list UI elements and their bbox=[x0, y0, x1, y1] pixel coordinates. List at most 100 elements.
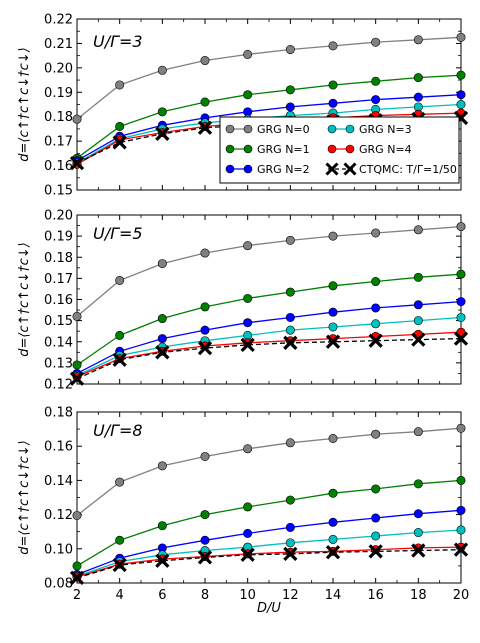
legend-marker-x bbox=[325, 162, 339, 176]
data-point bbox=[456, 423, 466, 433]
y-tick-label: 0.15 bbox=[44, 314, 73, 329]
data-point bbox=[456, 70, 466, 80]
data-point bbox=[456, 100, 466, 110]
series-ctqmc bbox=[69, 331, 469, 386]
panel-title: U/Γ=3 bbox=[93, 32, 143, 51]
data-point bbox=[157, 314, 167, 324]
y-tick-label: 0.21 bbox=[44, 37, 73, 52]
y-tick-label: 0.12 bbox=[44, 508, 73, 523]
series-line bbox=[76, 74, 462, 159]
panel-title: U/Γ=8 bbox=[93, 421, 143, 440]
legend-item: GRG N=4 bbox=[327, 143, 412, 156]
data-point-x bbox=[411, 332, 426, 347]
data-point bbox=[456, 505, 466, 515]
legend-label: GRG N=3 bbox=[359, 123, 412, 136]
y-tick-label: 0.16 bbox=[44, 293, 73, 308]
x-tick-label: 8 bbox=[201, 588, 209, 603]
data-point-x bbox=[368, 333, 383, 348]
data-point bbox=[285, 85, 295, 95]
y-tick-label: 0.18 bbox=[44, 406, 73, 421]
data-point bbox=[285, 45, 295, 55]
data-point bbox=[371, 513, 381, 523]
x-tick-label: 6 bbox=[158, 588, 166, 603]
series-grg-n3 bbox=[72, 312, 466, 381]
y-tick-label: 0.19 bbox=[44, 230, 73, 245]
series-line bbox=[76, 94, 462, 162]
data-point-x bbox=[368, 544, 383, 559]
legend-marker bbox=[225, 144, 235, 154]
data-point bbox=[285, 438, 295, 448]
y-tick-label: 0.17 bbox=[44, 135, 73, 150]
series-ctqmc bbox=[69, 542, 469, 586]
data-point bbox=[157, 461, 167, 471]
data-point-x bbox=[197, 120, 213, 135]
legend-marker bbox=[225, 124, 235, 134]
series-grg-n2 bbox=[72, 90, 466, 166]
y-tick-label: 0.20 bbox=[44, 209, 73, 224]
data-point bbox=[371, 277, 381, 287]
legend-marker bbox=[345, 144, 355, 154]
data-point bbox=[200, 325, 210, 335]
data-point bbox=[200, 248, 210, 258]
panel-3: 0.08 0.10 0.12 0.14 0.16 0.18 2 4 6 8 10 12 14 16 18 20… bbox=[17, 406, 469, 604]
y-tick-label: 0.16 bbox=[44, 440, 73, 455]
legend-item: CTQMC: T/Γ=1/50 bbox=[325, 162, 457, 176]
series-line bbox=[76, 331, 462, 378]
legend-label: GRG N=1 bbox=[257, 143, 310, 156]
data-point-x bbox=[155, 126, 170, 141]
x-tick-label: 12 bbox=[282, 588, 299, 603]
y-tick-label: 0.14 bbox=[44, 335, 73, 350]
data-point bbox=[456, 475, 466, 485]
data-point bbox=[285, 538, 295, 548]
series-line bbox=[76, 549, 462, 579]
data-point-x bbox=[112, 135, 127, 150]
y-tick-label: 0.08 bbox=[44, 577, 73, 592]
y-axis-label: d=⟨c↑†c↑c↓†c↓⟩ bbox=[17, 47, 32, 161]
data-point bbox=[371, 228, 381, 238]
data-point bbox=[285, 102, 295, 112]
data-point bbox=[371, 429, 381, 439]
data-point-x bbox=[197, 340, 213, 356]
legend-marker bbox=[243, 124, 253, 134]
legend-item: GRG N=2 bbox=[225, 163, 310, 176]
data-point-x bbox=[453, 542, 469, 557]
data-point bbox=[328, 41, 338, 51]
data-point bbox=[285, 522, 295, 532]
data-point bbox=[200, 302, 210, 312]
data-point bbox=[413, 427, 423, 437]
data-point bbox=[371, 76, 381, 86]
data-point bbox=[371, 95, 381, 105]
data-point bbox=[413, 73, 423, 83]
y-tick-label: 0.16 bbox=[44, 159, 73, 174]
y-tick-label: 0.17 bbox=[44, 272, 73, 287]
x-tick-label: 4 bbox=[116, 588, 124, 603]
data-point bbox=[328, 322, 338, 332]
data-point-x bbox=[453, 331, 469, 346]
series-line bbox=[76, 273, 462, 366]
data-point-x bbox=[283, 335, 298, 350]
data-point-x bbox=[240, 547, 255, 562]
data-point bbox=[285, 495, 295, 505]
data-point bbox=[157, 65, 167, 75]
data-point-x bbox=[197, 550, 213, 565]
data-point bbox=[328, 517, 338, 527]
data-point bbox=[72, 510, 82, 520]
data-point bbox=[243, 318, 253, 328]
data-point bbox=[413, 35, 423, 45]
y-tick-label: 0.13 bbox=[44, 356, 73, 371]
data-point bbox=[157, 259, 167, 269]
x-tick-label: 20 bbox=[453, 588, 470, 603]
x-axis-label: D/U bbox=[257, 601, 281, 616]
data-point bbox=[157, 107, 167, 117]
data-point bbox=[328, 98, 338, 108]
data-point-x bbox=[69, 155, 85, 171]
series-line bbox=[76, 529, 462, 577]
data-point bbox=[328, 534, 338, 544]
data-point bbox=[115, 330, 125, 340]
x-tick-label: 10 bbox=[239, 588, 256, 603]
data-point bbox=[115, 121, 125, 131]
legend-item: GRG N=0 bbox=[225, 123, 310, 136]
legend-marker bbox=[243, 144, 253, 154]
data-point bbox=[72, 311, 82, 321]
data-point bbox=[413, 225, 423, 235]
